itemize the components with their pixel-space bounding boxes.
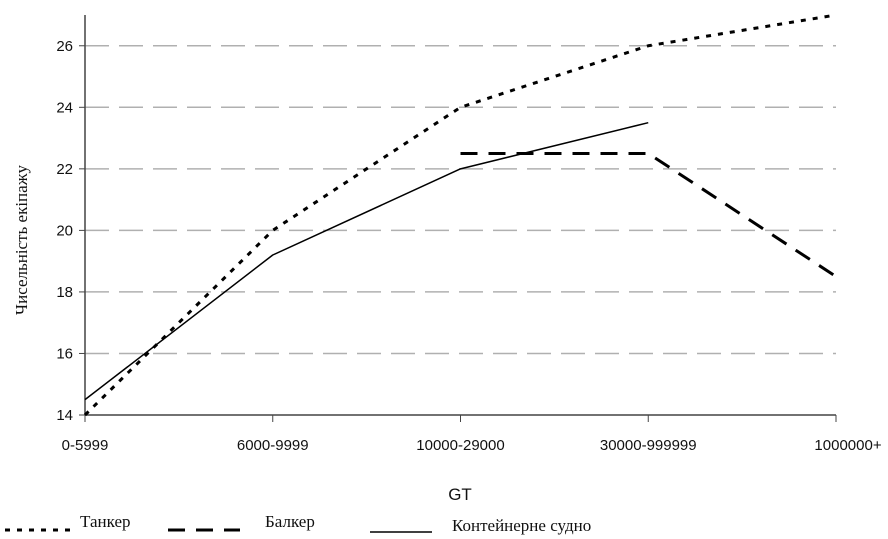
y-tick-label-24: 24 xyxy=(56,99,73,116)
y-tick-label-22: 22 xyxy=(56,161,73,178)
x-tick-label-1: 6000-9999 xyxy=(237,437,309,454)
legend-label-tanker: Танкер xyxy=(80,512,131,531)
series-line-2 xyxy=(84,121,649,401)
series-lines xyxy=(83,13,837,417)
series-line-1 xyxy=(460,151,837,278)
y-tick-label-26: 26 xyxy=(56,38,73,55)
legend-label-bulker: Балкер xyxy=(265,512,315,531)
x-tick-label-0: 0-5999 xyxy=(62,437,109,454)
series-line-0 xyxy=(83,13,837,417)
axes xyxy=(84,15,836,416)
x-tick-labels: 0-5999 6000-9999 10000-29000 30000-999999 10… xyxy=(62,415,882,454)
y-tick-labels: 14 16 18 20 22 24 26 xyxy=(56,38,85,424)
y-tick-label-16: 16 xyxy=(56,345,73,362)
legend-label-container: Контейнерне судно xyxy=(452,516,591,535)
x-tick-label-4: 1000000+ xyxy=(814,437,881,454)
y-tick-label-18: 18 xyxy=(56,284,73,301)
gridlines xyxy=(85,45,836,355)
x-axis-title: GT xyxy=(448,485,472,504)
y-tick-label-14: 14 xyxy=(56,407,73,424)
x-tick-label-2: 10000-29000 xyxy=(416,437,504,454)
legend: Танкер Балкер Контейнерне судно xyxy=(5,512,591,535)
y-axis-title: Чисельність екіпажу xyxy=(12,165,31,315)
x-tick-label-3: 30000-999999 xyxy=(600,437,697,454)
y-tick-label-20: 20 xyxy=(56,222,73,239)
